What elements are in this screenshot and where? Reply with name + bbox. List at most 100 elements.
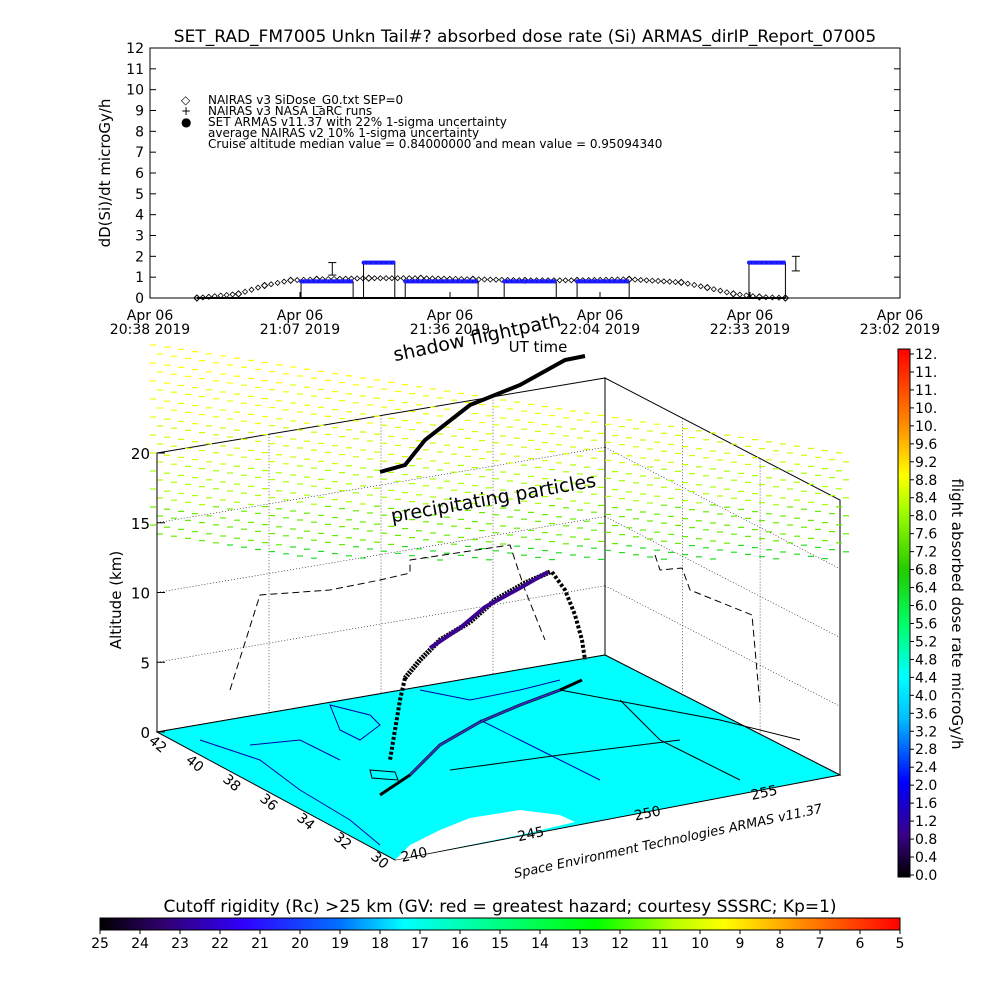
nairas-point [260, 281, 269, 290]
rigidity-tick-label: 23 [171, 936, 189, 952]
rigidity-tick-label: 21 [251, 936, 269, 952]
colorbar-tick-label: 4.4 [915, 670, 937, 686]
y-tick-label: 10 [126, 83, 144, 99]
nairas-point [281, 278, 288, 285]
armas-point [552, 279, 557, 284]
nairas-point [568, 277, 575, 284]
nairas-point [241, 288, 249, 295]
nairas-point [481, 276, 488, 283]
colorbar-tick-label: 2.0 [915, 778, 937, 794]
nairas-point [556, 277, 563, 284]
nairas-point [672, 278, 679, 286]
altitude-grid-line [156, 585, 606, 663]
legend-entry: NAIRAS v3 SiDose_G0.txt SEP=0 [208, 93, 403, 107]
colorbar-tick-label: 0.0 [915, 868, 937, 884]
x-tick-date: Apr 06 [877, 308, 924, 324]
legend-symbol: + [181, 104, 191, 118]
map-floor [155, 654, 842, 861]
armas-point [413, 279, 418, 284]
flightpath-3d-dose [428, 570, 549, 650]
rigidity-tick-label: 12 [611, 936, 629, 952]
map-state-borders [199, 679, 801, 846]
armas-point [771, 260, 776, 265]
armas-point [458, 279, 463, 284]
armas-point [502, 279, 507, 284]
altitude-grid-line [604, 446, 841, 570]
armas-point [781, 260, 786, 265]
nairas-point [684, 280, 691, 287]
rigidity-tick-label: 8 [776, 936, 785, 952]
colorbar-tick-label: 10. [915, 419, 937, 435]
nairas-point [388, 275, 395, 282]
armas-point [595, 279, 600, 284]
ground-track-dose [409, 689, 561, 776]
nairas-point [223, 291, 230, 299]
nairas-point [492, 276, 500, 283]
rigidity-tick-label: 25 [91, 936, 109, 952]
cutoff-rigidity-gradient [99, 917, 901, 931]
armas-point [761, 260, 766, 265]
colorbar-tick-label: 11. [915, 365, 937, 381]
rigidity-tick-label: 7 [816, 936, 825, 952]
colorbar-tick-label: 7.2 [915, 545, 937, 561]
colorbar-gradient [897, 348, 911, 878]
y-tick-label: 0 [135, 291, 144, 307]
armas-point [324, 279, 329, 284]
colorbar-tick-label: 2.8 [915, 742, 937, 758]
colorbar-tick-label: 9.6 [915, 437, 937, 453]
nairas-point [354, 275, 361, 282]
nairas-point [371, 275, 378, 282]
colorbar-tick-label: 8.0 [915, 509, 937, 525]
colorbar-tick-label: 0.4 [915, 850, 937, 866]
armas-point [610, 279, 615, 284]
armas-point [615, 279, 620, 284]
nairas-point [736, 291, 743, 298]
nairas-point [359, 275, 367, 282]
armas-point [344, 279, 349, 284]
x-axis-label: UT time [509, 338, 568, 356]
armas-point [463, 279, 468, 284]
nairas-point [723, 289, 730, 296]
nairas-point [268, 281, 275, 288]
legend-entry: Cruise altitude median value = 0.8400000… [208, 137, 662, 151]
armas-point [418, 279, 423, 284]
colorbar-tick-label: 5.6 [915, 616, 937, 632]
armas-point [403, 279, 408, 284]
nairas-point [643, 277, 650, 284]
nairas-point [691, 281, 698, 289]
armas-point [319, 279, 324, 284]
colorbar-tick-label: 12. [915, 347, 937, 363]
top-y-axis-label: dD(Si)/dt microGy/h [96, 99, 114, 248]
armas-point [512, 279, 517, 284]
rigidity-tick-label: 24 [131, 936, 149, 952]
armas-point [532, 279, 537, 284]
altitude-grid-line [604, 585, 841, 707]
ocean-cutout [395, 810, 575, 860]
armas-point [428, 279, 433, 284]
y-tick-label: 6 [135, 166, 144, 182]
rigidity-tick-label: 6 [856, 936, 865, 952]
flightpath-descent [550, 570, 587, 661]
armas-point [605, 279, 610, 284]
colorbar-tick-label: 8.8 [915, 473, 937, 489]
shadow-flightpath-top [379, 354, 586, 474]
nairas-point [394, 275, 401, 282]
armas-point [620, 279, 625, 284]
chart-title: SET_RAD_FM7005 Unkn Tail#? absorbed dose… [174, 27, 876, 47]
nairas-point [631, 276, 639, 283]
armas-point [507, 279, 512, 284]
armas-point [473, 279, 478, 284]
nairas-point [755, 293, 764, 301]
legend-entry: average NAIRAS v2 10% 1-sigma uncertaint… [208, 126, 479, 140]
nairas-point [703, 283, 711, 292]
x-tick-date: Apr 06 [127, 308, 174, 324]
rigidity-tick-label: 19 [331, 936, 349, 952]
colorbar-tick-label: 1.2 [915, 814, 937, 830]
nairas-point [286, 276, 295, 284]
y-tick-label: 12 [126, 41, 144, 57]
z-tick-label: 0 [140, 724, 150, 742]
nairas-point [637, 276, 644, 284]
